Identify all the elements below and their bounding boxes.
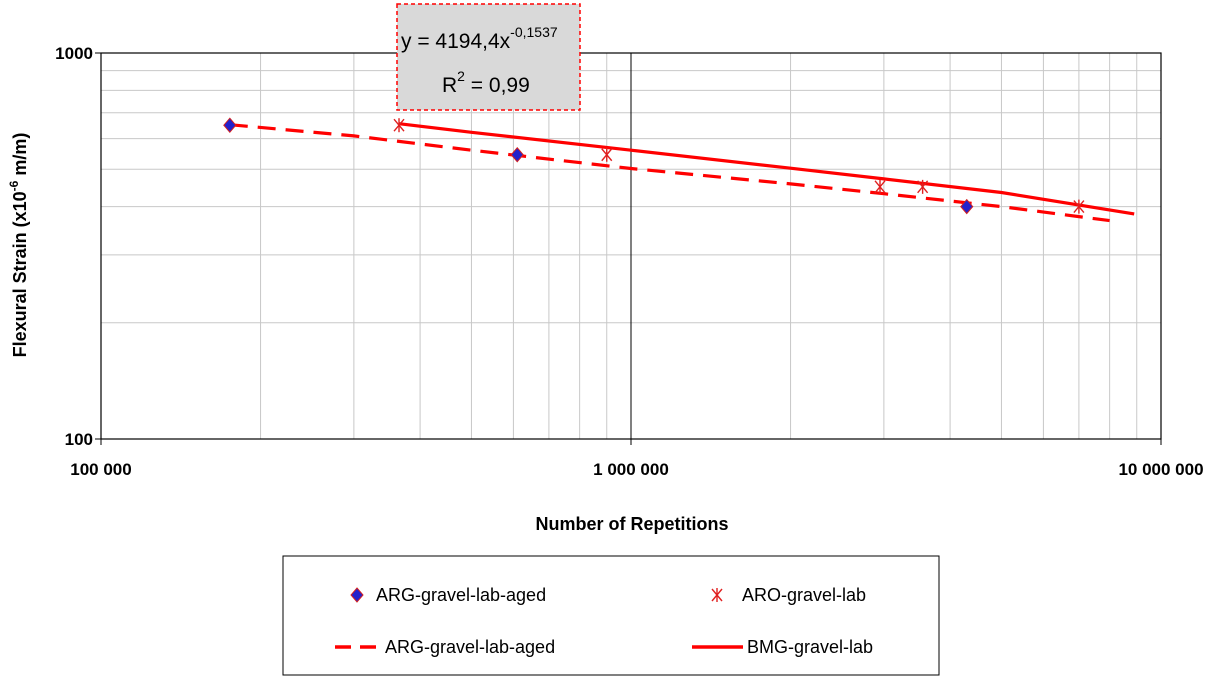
trendline-annotation: y = 4194,4x-0,1537 R2 = 0,99: [396, 3, 581, 111]
data-point-asterisk: [874, 179, 886, 194]
y-axis-title: Flexural Strain (x10-6 m/m): [7, 133, 30, 358]
x-tick-label: 10 000 000: [1118, 460, 1203, 479]
y-tick-label: 1000: [55, 44, 93, 63]
legend-box: [282, 555, 940, 676]
data-point-asterisk: [1073, 199, 1085, 214]
data-point-diamond: [223, 117, 237, 133]
data-point-asterisk: [917, 179, 929, 194]
series-line-solid: [398, 122, 1135, 216]
y-tick-label: 100: [65, 430, 93, 449]
legend-label: BMG-gravel-lab: [747, 637, 873, 657]
data-point-asterisk: [393, 118, 405, 133]
legend-label: ARO-gravel-lab: [742, 585, 866, 605]
r-squared-text: R2 = 0,99: [442, 68, 530, 97]
x-tick-label: 1 000 000: [593, 460, 669, 479]
legend: ARG-gravel-lab-aged ARO-gravel-lab ARG-g…: [282, 555, 940, 676]
legend-label: ARG-gravel-lab-aged: [376, 585, 546, 605]
legend-label: ARG-gravel-lab-aged: [385, 637, 555, 657]
diamond-marker-icon: [350, 587, 364, 603]
x-tick-label: 100 000: [70, 460, 131, 479]
asterisk-marker-icon: [711, 588, 723, 602]
legend-item-bmg-line: BMG-gravel-lab: [692, 637, 873, 657]
annotation-box: [396, 3, 581, 111]
grid: [101, 53, 1161, 439]
legend-item-arg-markers: ARG-gravel-lab-aged: [350, 585, 546, 605]
series-line-dashed: [229, 123, 1110, 223]
data-point-asterisk: [601, 147, 613, 162]
legend-item-aro-markers: ARO-gravel-lab: [711, 585, 866, 605]
data-point-diamond: [510, 146, 524, 163]
x-axis-title: Number of Repetitions: [535, 514, 728, 534]
tick-labels: 100 1000 100 000 1 000 000 10 000 000: [55, 44, 1203, 479]
axes: [95, 52, 1162, 445]
series-layer: [223, 117, 1135, 223]
data-point-diamond: [960, 198, 974, 215]
legend-item-arg-dashed: ARG-gravel-lab-aged: [335, 637, 555, 657]
equation-text: y = 4194,4x-0,1537: [401, 24, 558, 53]
